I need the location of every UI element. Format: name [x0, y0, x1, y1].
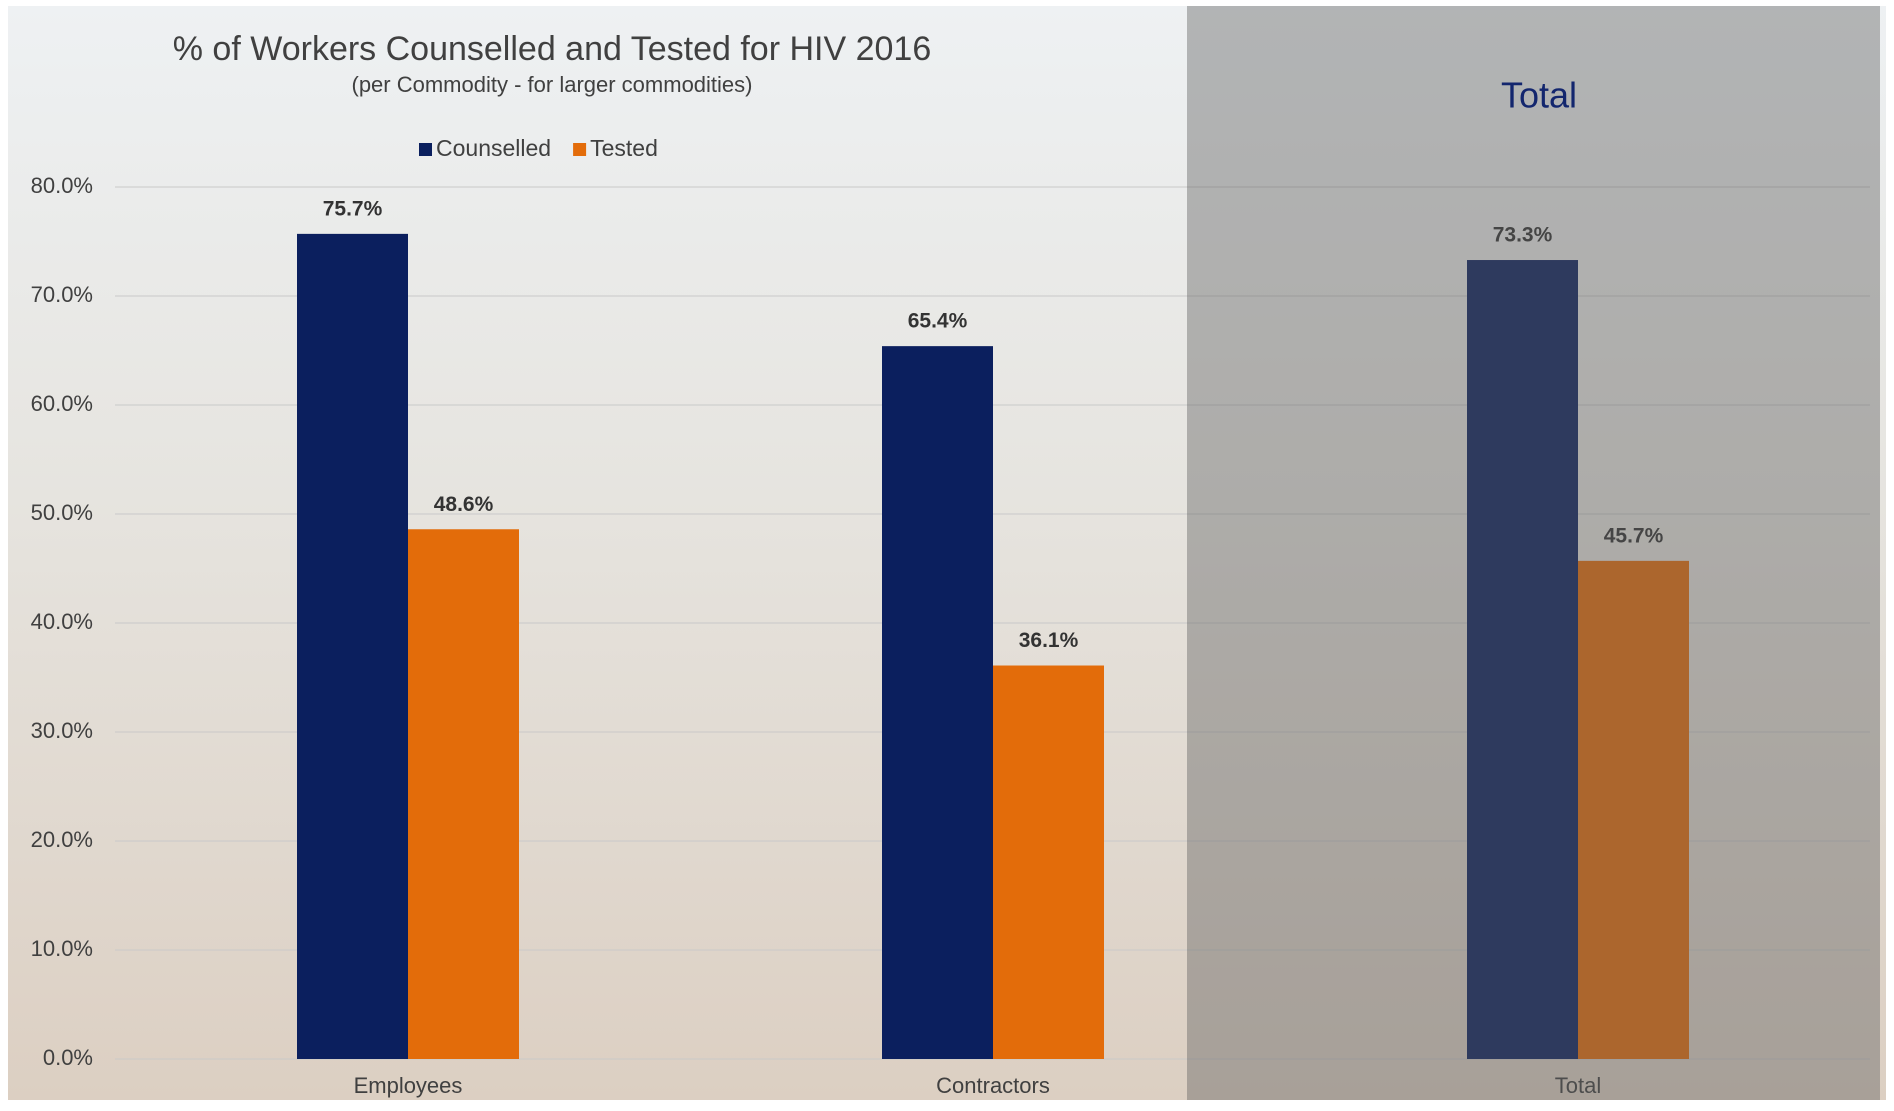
legend-swatch — [419, 143, 432, 156]
y-tick-label: 80.0% — [31, 173, 93, 198]
legend-swatch — [573, 143, 587, 156]
bar — [882, 346, 993, 1059]
annotation: Total — [1501, 75, 1577, 116]
y-tick-label: 0.0% — [43, 1045, 93, 1070]
legend-label: Counselled — [436, 135, 551, 161]
y-tick-label: 40.0% — [31, 609, 93, 634]
data-label: 75.7% — [323, 197, 383, 220]
y-tick-label: 10.0% — [31, 936, 93, 961]
data-label: 36.1% — [1019, 629, 1079, 652]
total-panel — [1187, 6, 1880, 1100]
legend-label: Tested — [590, 135, 658, 161]
bar — [1467, 260, 1578, 1059]
data-label: 65.4% — [908, 310, 968, 333]
chart-title: % of Workers Counselled and Tested for H… — [173, 30, 932, 68]
y-tick-label: 60.0% — [31, 391, 93, 416]
y-tick-label: 50.0% — [31, 500, 93, 525]
plot-area: 0.0% 10.0% 20.0% 30.0% 40.0% 50.0% 60.0% 70.0% 8… — [31, 135, 1870, 1098]
y-tick-label: 70.0% — [31, 282, 93, 307]
bar — [297, 233, 408, 1059]
data-label: 45.7% — [1604, 524, 1664, 547]
y-tick-label: 30.0% — [31, 718, 93, 743]
bar — [408, 529, 519, 1059]
x-tick-label: Contractors — [936, 1073, 1050, 1098]
x-tick-label: Employees — [354, 1073, 463, 1098]
chart-subtitle: (per Commodity - for larger commodities) — [352, 72, 753, 97]
y-tick-label: 20.0% — [31, 827, 93, 852]
data-label: 73.3% — [1493, 224, 1553, 247]
data-label: 48.6% — [434, 493, 494, 516]
bar — [993, 665, 1104, 1059]
x-tick-label: Total — [1555, 1073, 1601, 1098]
bar — [1578, 560, 1689, 1059]
